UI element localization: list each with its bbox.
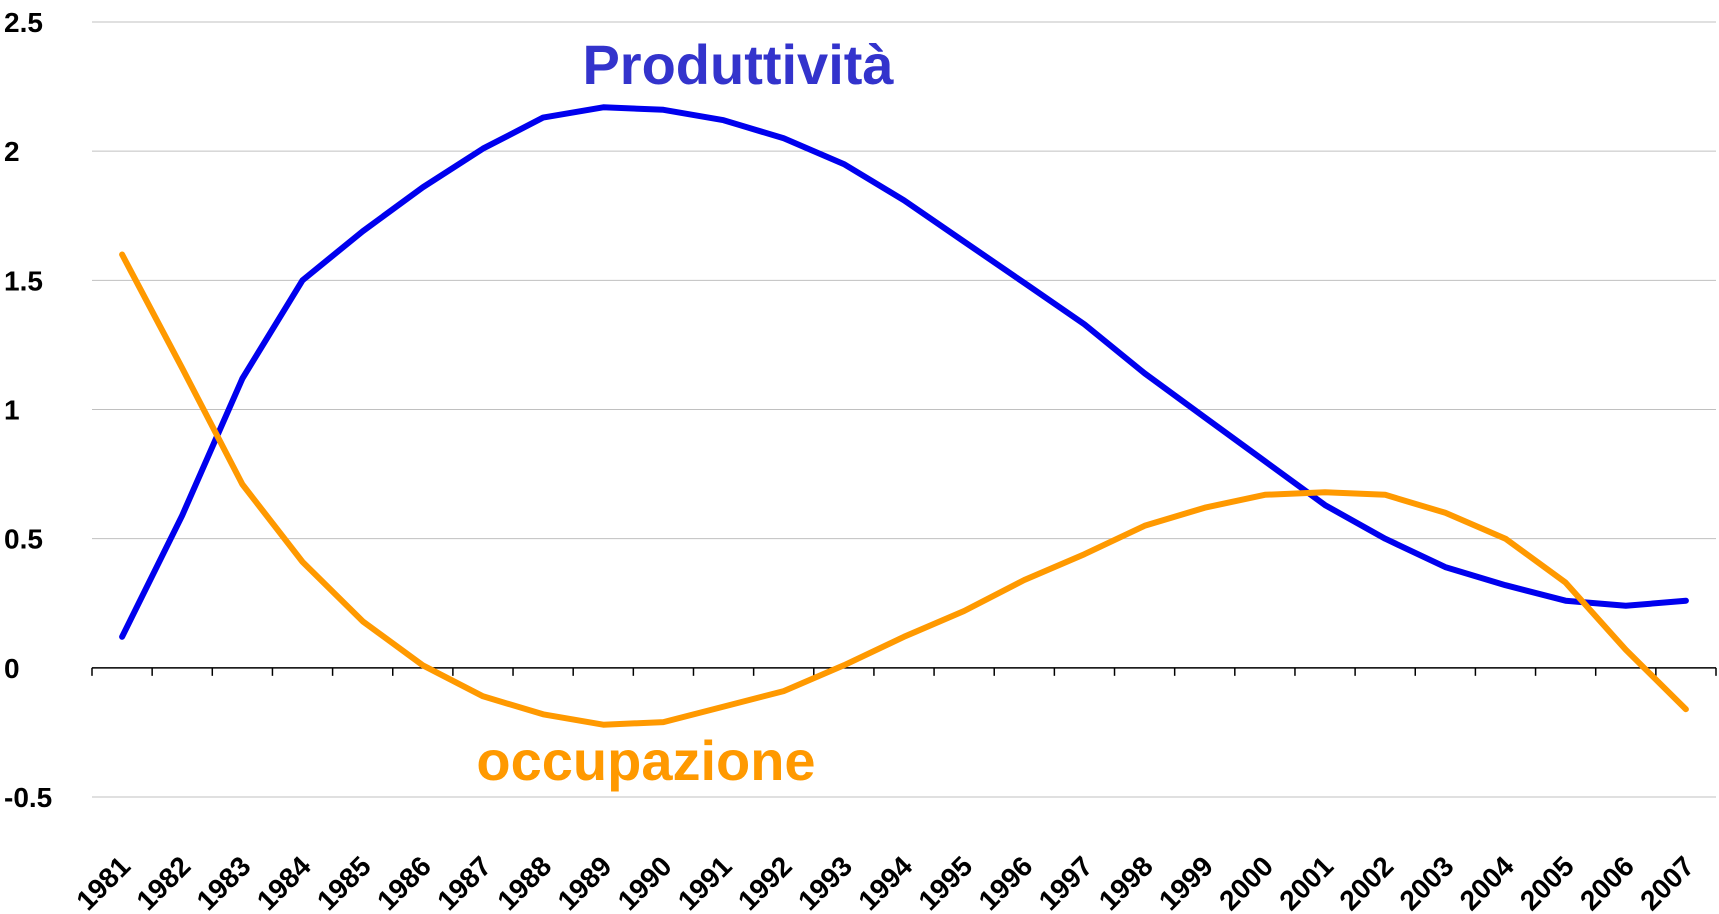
x-tick-label: 2001: [1273, 850, 1339, 914]
x-tick-label: 1994: [852, 850, 918, 914]
x-tick-label: 1997: [1033, 850, 1099, 914]
x-tick-label: 1995: [912, 850, 978, 914]
x-tick-label: 1999: [1153, 850, 1219, 914]
x-tick-label: 1987: [431, 850, 497, 914]
y-tick-label: 1: [4, 395, 20, 426]
x-tick-label: 1993: [792, 850, 858, 914]
x-tick-label: 2004: [1454, 850, 1520, 914]
x-tick-label: 1982: [130, 850, 196, 914]
x-tick-label: 1998: [1093, 850, 1159, 914]
x-tick-label: 2000: [1213, 850, 1279, 914]
x-tick-label: 1983: [191, 850, 257, 914]
x-tick-label: 2002: [1333, 850, 1399, 914]
series-label: Produttività: [582, 33, 894, 96]
x-tick-label: 1988: [491, 850, 557, 914]
x-tick-label: 2003: [1394, 850, 1460, 914]
series-label: occupazione: [476, 729, 815, 792]
y-tick-label: 2: [4, 136, 20, 167]
x-tick-label: 2005: [1514, 850, 1580, 914]
x-tick-label: 1985: [311, 850, 377, 914]
x-tick-label: 1984: [251, 850, 317, 914]
x-tick-label: 1996: [973, 850, 1039, 914]
y-tick-label: 2.5: [4, 7, 43, 38]
series-line: [119, 104, 1689, 640]
y-tick-label: 1.5: [4, 265, 43, 296]
x-tick-label: 2007: [1634, 850, 1700, 914]
y-tick-label: 0: [4, 653, 20, 684]
x-tick-label: 1981: [70, 850, 136, 914]
y-tick-label: -0.5: [4, 782, 52, 813]
x-tick-label: 2006: [1574, 850, 1640, 914]
x-tick-label: 1991: [672, 850, 738, 914]
x-tick-label: 1992: [732, 850, 798, 914]
y-tick-label: 0.5: [4, 524, 43, 555]
x-tick-label: 1986: [371, 850, 437, 914]
series-line: [119, 251, 1689, 728]
x-tick-label: 1990: [612, 850, 678, 914]
x-tick-label: 1989: [552, 850, 618, 914]
